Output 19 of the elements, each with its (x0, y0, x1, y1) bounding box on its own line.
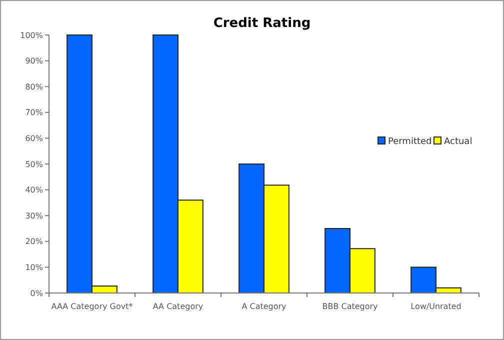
y-tick-label: 40% (25, 186, 44, 195)
y-tick-label: 20% (25, 237, 44, 246)
legend-label: Permitted (388, 137, 432, 148)
x-tick-label: AA Category (152, 302, 204, 311)
y-tick-label: 60% (25, 134, 44, 143)
y-tick-label: 70% (25, 108, 44, 118)
y-tick-label: 30% (25, 211, 44, 220)
x-tick-label: A Category (242, 302, 287, 311)
y-tick-label: 80% (25, 82, 44, 92)
y-tick-label: 90% (25, 56, 44, 66)
x-tick-label: Low/Unrated (410, 302, 462, 311)
y-tick-label: 50% (25, 160, 44, 169)
y-tick-label: 100% (20, 30, 44, 40)
y-tick-label: 10% (25, 263, 44, 272)
y-tick-label: 0% (30, 288, 44, 298)
chart-title: Credit Rating (213, 16, 311, 31)
x-tick-label: AAA Category Govt* (51, 302, 133, 311)
legend-label: Actual (444, 137, 472, 148)
x-tick-label: BBB Category (322, 302, 378, 311)
